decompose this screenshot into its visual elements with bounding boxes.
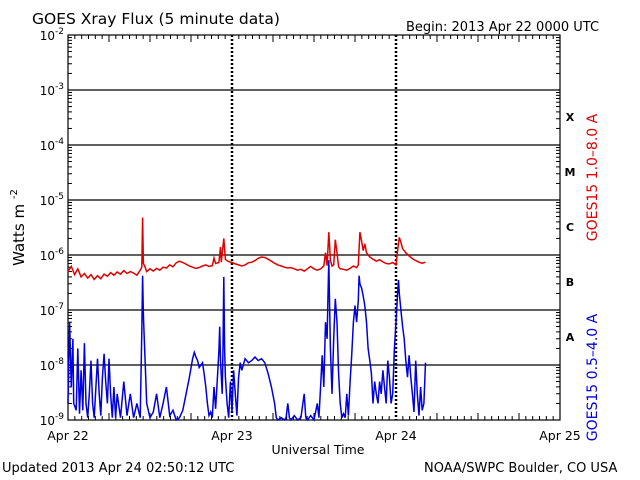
updated-label: Updated 2013 Apr 24 02:50:12 UTC [2,461,234,476]
x-axis-label: Universal Time [272,442,365,457]
y-tick-label: 10-6 [40,247,65,263]
y-tick-label: 10-5 [40,192,64,208]
flare-class-label: B [566,276,574,289]
y-tick-label: 10-8 [40,357,65,373]
y-tick-label: 10-3 [40,82,64,98]
y-tick-label: 10-7 [40,302,64,318]
x-tick-label: Apr 24 [375,428,417,443]
flare-class-label: C [566,221,574,234]
flare-class-label: M [565,166,576,179]
y-tick-label: 10-9 [40,412,65,428]
flare-class-label: A [566,331,575,344]
series-layer [67,217,427,422]
series-name-short: GOES15 0.5–4.0 A [585,313,601,441]
x-tick-label: Apr 23 [211,428,253,443]
series-name-long: GOES15 1.0–8.0 A [585,113,601,241]
chart-title: GOES Xray Flux (5 minute data) [32,10,280,28]
credit-label: NOAA/SWPC Boulder, CO USA [424,461,617,476]
x-tick-label: Apr 25 [539,428,581,443]
series-line-short [67,260,427,422]
y-tick-label: 10-4 [40,137,65,153]
flare-class-label: X [566,111,575,124]
labels: 10-9 10-8 10-7 10-6 10-5 10-4 10-3 10-2 Apr 22 Ap… [9,27,601,457]
x-tick-label: Apr 22 [47,428,89,443]
series-line-long [67,217,426,281]
grid-lines [68,35,560,420]
begin-label: Begin: 2013 Apr 22 0000 UTC [406,20,599,35]
y-axis-label: Watts m -2 [9,189,28,266]
y-tick-label: 10-2 [40,27,64,43]
